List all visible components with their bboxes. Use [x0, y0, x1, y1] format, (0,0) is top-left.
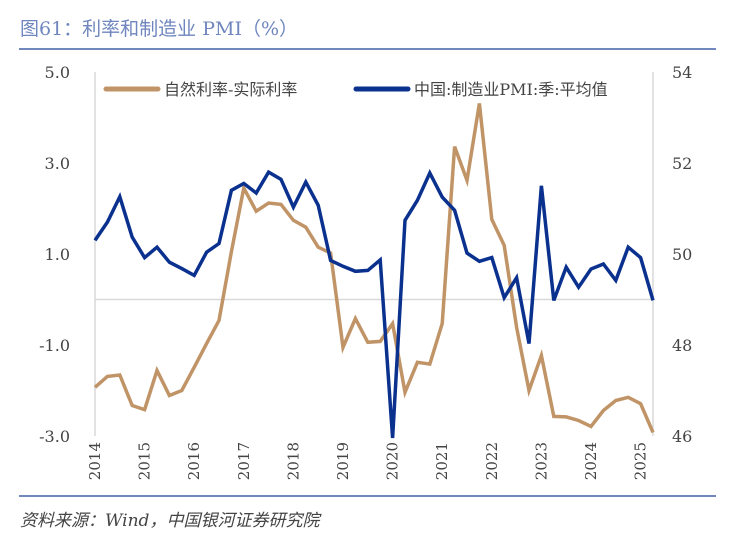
right-y-tick-label: 50 — [672, 245, 692, 264]
x-tick-label: 2024 — [582, 442, 600, 480]
left-y-tick-label: -3.0 — [39, 427, 70, 446]
left-y-tick-label: 5.0 — [45, 63, 70, 82]
left-y-tick-label: 1.0 — [45, 245, 70, 264]
x-tick-label: 2017 — [235, 442, 253, 480]
x-tick-label: 2014 — [86, 442, 104, 480]
x-tick-label: 2016 — [185, 442, 203, 480]
figure-title: 图61：利率和制造业 PMI（%） — [20, 18, 299, 40]
title-divider — [19, 48, 716, 50]
legend-label-gap: 自然利率-实际利率 — [164, 80, 297, 99]
source-divider — [19, 495, 716, 497]
left-y-tick-label: -1.0 — [39, 336, 70, 355]
x-tick-label: 2020 — [384, 442, 402, 480]
right-y-tick-label: 54 — [672, 63, 692, 82]
x-tick-label: 2019 — [334, 442, 352, 480]
x-tick-label: 2015 — [136, 442, 154, 480]
right-y-tick-label: 52 — [672, 154, 692, 173]
x-tick-label: 2018 — [284, 442, 302, 480]
series-line-pmi — [93, 168, 655, 439]
source-note: 资料来源：Wind，中国银河证券研究院 — [20, 511, 320, 531]
x-tick-label: 2021 — [433, 442, 451, 480]
left-y-tick-label: 3.0 — [45, 154, 70, 173]
legend: 自然利率-实际利率 中国:制造业PMI:季:平均值 — [103, 80, 608, 99]
right-y-tick-label: 46 — [672, 427, 692, 446]
x-tick-label: 2023 — [532, 442, 550, 480]
legend-label-pmi: 中国:制造业PMI:季:平均值 — [414, 80, 608, 99]
x-tick-label: 2025 — [632, 442, 650, 480]
x-tick-label: 2022 — [483, 442, 501, 480]
right-y-tick-label: 48 — [672, 336, 692, 355]
series-line-natural-rate-gap — [93, 103, 655, 434]
